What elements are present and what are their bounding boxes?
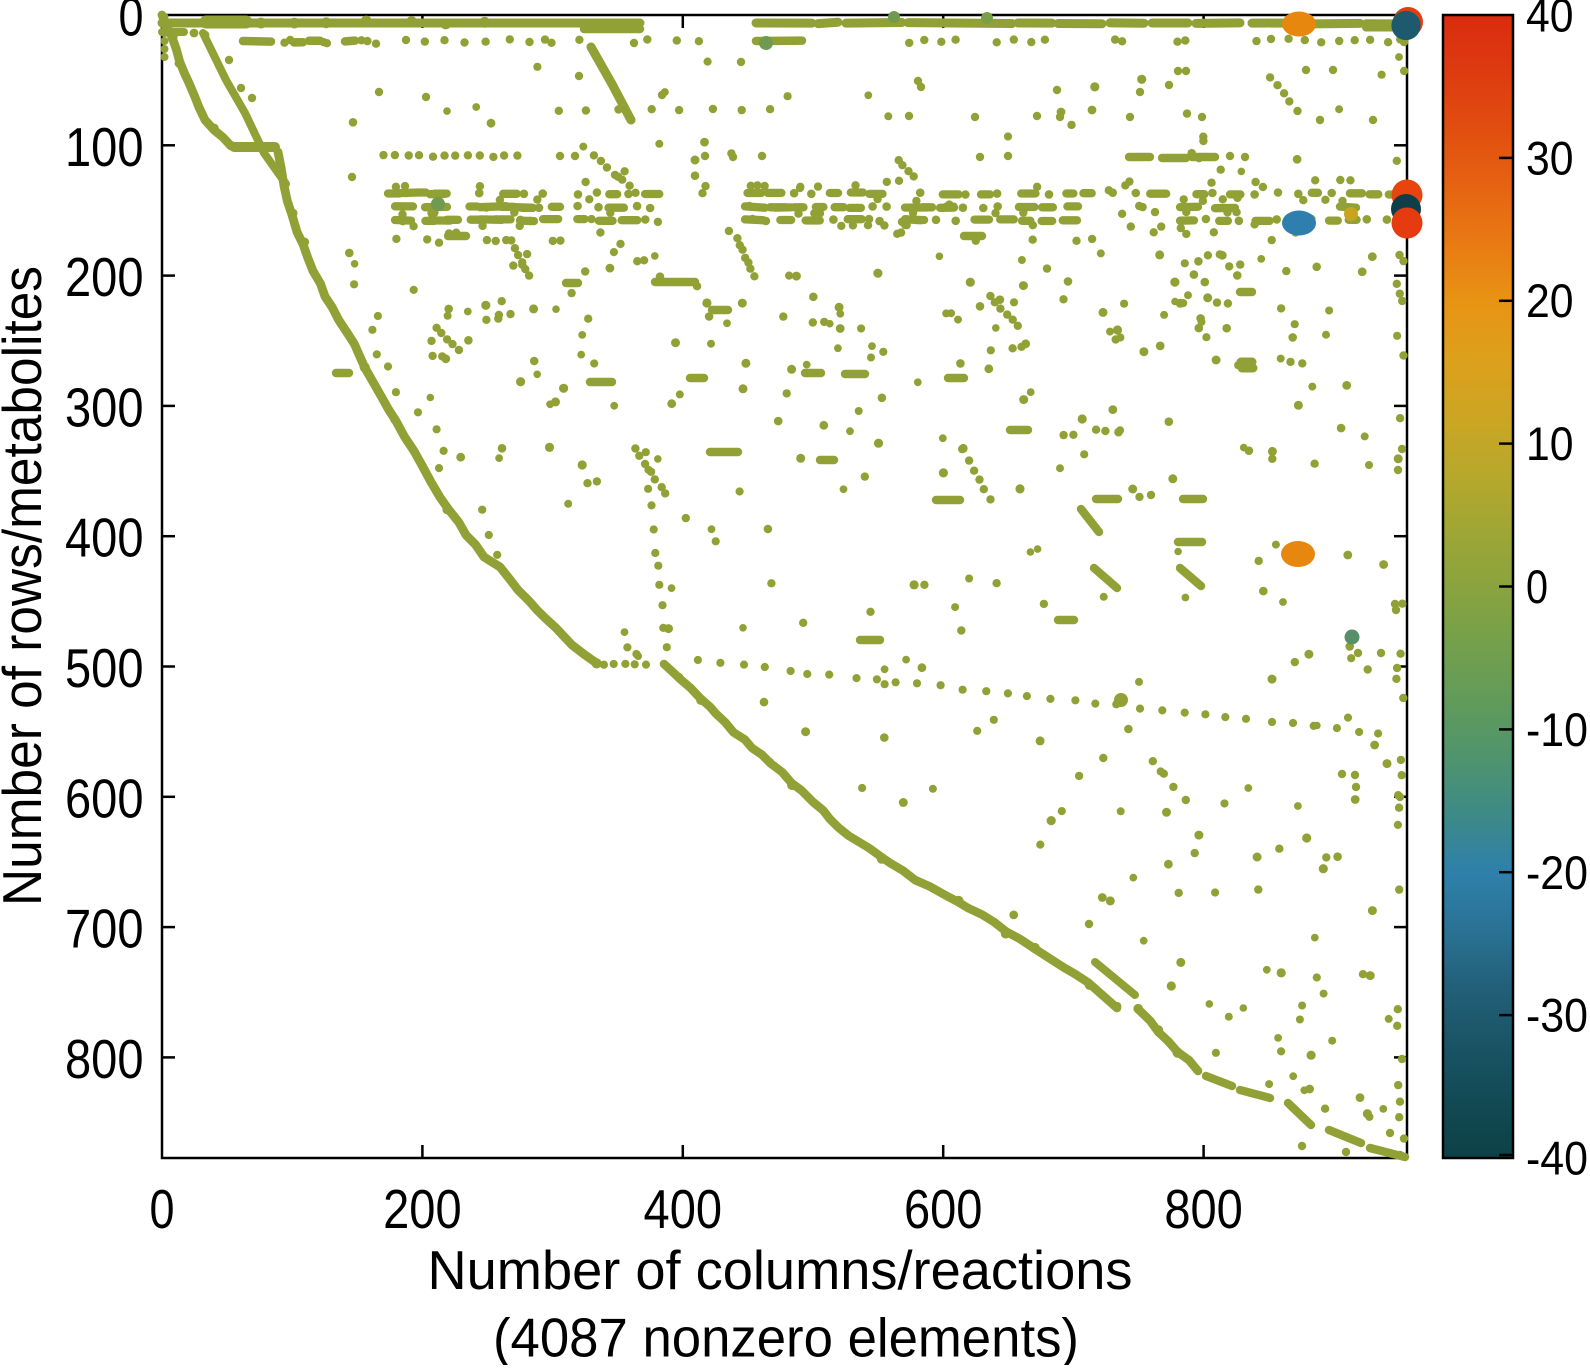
svg-text:100: 100: [65, 116, 144, 178]
svg-text:700: 700: [65, 898, 144, 960]
svg-text:30: 30: [1526, 131, 1574, 184]
svg-text:40: 40: [1526, 0, 1574, 42]
svg-text:600: 600: [904, 1178, 983, 1240]
svg-text:0: 0: [150, 1178, 175, 1240]
svg-text:600: 600: [65, 767, 144, 829]
svg-text:Number of columns/reactions: Number of columns/reactions: [428, 1239, 1133, 1301]
svg-text:(4087 nonzero elements): (4087 nonzero elements): [493, 1307, 1079, 1366]
svg-text:0: 0: [1526, 560, 1548, 613]
svg-text:400: 400: [65, 507, 144, 569]
svg-text:20: 20: [1526, 274, 1574, 327]
svg-text:400: 400: [644, 1178, 723, 1240]
svg-text:Number of rows/metabolites: Number of rows/metabolites: [0, 266, 53, 906]
svg-text:-30: -30: [1526, 989, 1588, 1042]
svg-text:200: 200: [383, 1178, 462, 1240]
svg-text:300: 300: [65, 376, 144, 438]
svg-text:200: 200: [65, 246, 144, 308]
svg-text:-40: -40: [1526, 1132, 1588, 1185]
svg-text:800: 800: [65, 1028, 144, 1090]
svg-text:-20: -20: [1526, 846, 1588, 899]
svg-text:800: 800: [1164, 1178, 1243, 1240]
svg-text:0: 0: [119, 0, 144, 48]
svg-text:500: 500: [65, 637, 144, 699]
svg-text:10: 10: [1526, 417, 1574, 470]
svg-text:-10: -10: [1526, 703, 1588, 756]
